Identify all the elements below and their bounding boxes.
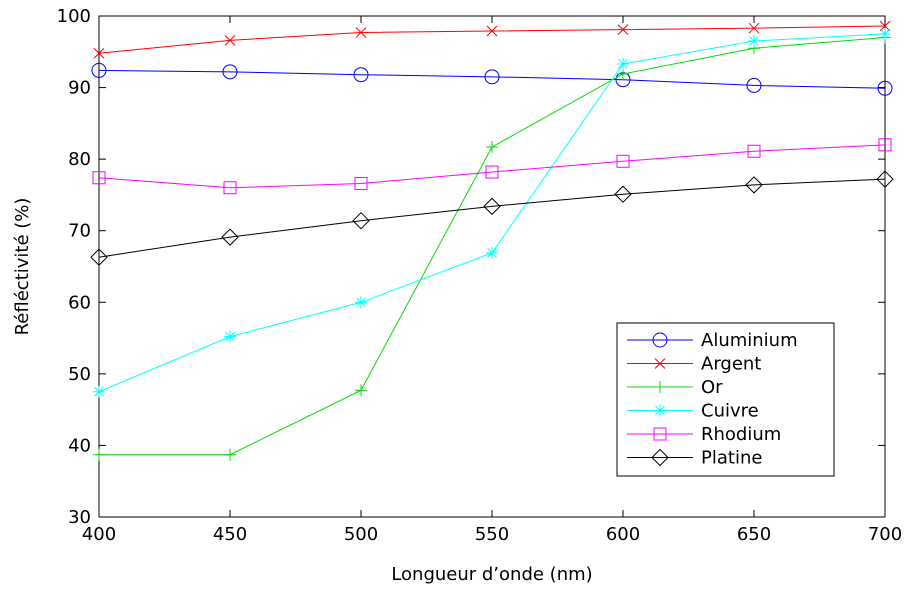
series-line-aluminium bbox=[98, 69, 886, 89]
legend-marker-argent bbox=[654, 358, 666, 369]
data-point-rhodium bbox=[747, 144, 761, 158]
data-point-aluminium bbox=[877, 80, 893, 96]
legend-marker-or bbox=[654, 381, 666, 393]
data-point-cuivre bbox=[224, 330, 236, 343]
legend-marker-rhodium bbox=[653, 427, 667, 441]
data-point-platine bbox=[352, 211, 370, 230]
legend-marker-cuivre bbox=[654, 404, 666, 417]
data-point-aluminium bbox=[746, 77, 762, 93]
data-point-cuivre bbox=[486, 246, 498, 259]
legend-marker-platine bbox=[651, 448, 669, 467]
data-point-aluminium bbox=[222, 64, 238, 80]
data-point-rhodium bbox=[354, 176, 368, 190]
series-platine bbox=[90, 170, 894, 266]
y-tick-label: 50 bbox=[68, 364, 91, 385]
data-point-argent bbox=[748, 22, 760, 34]
series-line-platine bbox=[98, 178, 886, 258]
y-tick-label: 40 bbox=[68, 435, 91, 456]
x-tick-label: 500 bbox=[344, 524, 378, 545]
series-layer bbox=[90, 20, 894, 461]
x-tick-label: 550 bbox=[475, 524, 509, 545]
data-point-or bbox=[617, 67, 629, 80]
data-point-cuivre bbox=[617, 57, 629, 70]
legend-label-platine: Platine bbox=[701, 448, 762, 469]
data-point-argent bbox=[486, 25, 498, 37]
legend-item-or: Or bbox=[627, 377, 723, 398]
data-point-or bbox=[355, 384, 367, 397]
data-point-or bbox=[486, 140, 498, 153]
data-point-cuivre bbox=[879, 27, 891, 40]
legend-item-aluminium: Aluminium bbox=[627, 330, 798, 351]
data-point-rhodium bbox=[616, 154, 630, 168]
legend-item-cuivre: Cuivre bbox=[627, 401, 759, 422]
series-argent bbox=[93, 20, 891, 59]
legend-label-or: Or bbox=[701, 377, 723, 398]
data-point-aluminium bbox=[353, 67, 369, 83]
legend-label-cuivre: Cuivre bbox=[701, 401, 759, 422]
data-point-platine bbox=[614, 185, 632, 203]
data-point-rhodium bbox=[223, 181, 237, 195]
data-point-aluminium bbox=[91, 62, 107, 78]
data-point-rhodium bbox=[92, 171, 106, 185]
x-tick-label: 450 bbox=[213, 524, 247, 545]
x-axis-label: Longueur d’onde (nm) bbox=[391, 564, 592, 585]
data-point-argent bbox=[355, 27, 367, 38]
series-or bbox=[93, 31, 891, 461]
series-rhodium bbox=[92, 138, 892, 195]
legend-item-platine: Platine bbox=[627, 448, 762, 469]
data-point-cuivre bbox=[748, 35, 760, 48]
data-point-argent bbox=[224, 34, 236, 46]
x-tick-label: 700 bbox=[868, 524, 902, 545]
y-tick-label: 100 bbox=[57, 6, 91, 27]
legend-label-rhodium: Rhodium bbox=[701, 424, 781, 445]
data-point-cuivre bbox=[355, 296, 367, 309]
y-tick-label: 80 bbox=[68, 149, 91, 170]
y-tick-label: 30 bbox=[68, 507, 91, 528]
data-point-aluminium bbox=[484, 69, 500, 85]
series-aluminium bbox=[91, 62, 893, 96]
x-tick-label: 400 bbox=[82, 524, 116, 545]
x-tick-label: 600 bbox=[606, 524, 640, 545]
y-tick-label: 70 bbox=[68, 221, 91, 242]
data-point-platine bbox=[745, 176, 763, 194]
data-point-platine bbox=[876, 170, 894, 188]
data-point-or bbox=[93, 448, 105, 461]
legend-marker-aluminium bbox=[652, 332, 668, 348]
series-cuivre bbox=[93, 27, 891, 398]
y-axis-label: Réfléctivité (%) bbox=[12, 198, 33, 336]
data-point-cuivre bbox=[93, 385, 105, 398]
series-line-rhodium bbox=[98, 144, 886, 189]
legend-box bbox=[616, 322, 835, 477]
data-point-rhodium bbox=[878, 138, 892, 152]
x-tick-label: 650 bbox=[737, 524, 771, 545]
legend-label-aluminium: Aluminium bbox=[701, 330, 798, 351]
data-point-platine bbox=[483, 197, 501, 216]
data-point-argent bbox=[617, 24, 629, 35]
legend-item-rhodium: Rhodium bbox=[627, 424, 781, 445]
data-point-or bbox=[224, 448, 236, 461]
data-point-platine bbox=[90, 248, 108, 266]
y-tick-label: 60 bbox=[68, 292, 91, 313]
data-point-platine bbox=[221, 228, 239, 246]
legend-item-argent: Argent bbox=[627, 354, 761, 375]
legend-label-argent: Argent bbox=[701, 354, 761, 375]
y-tick-label: 90 bbox=[68, 78, 91, 99]
data-point-rhodium bbox=[485, 165, 499, 179]
ticks-layer: 400 450 500 550 600 650 700 30 40 50 60 70 80 90 100 bbox=[57, 6, 903, 545]
data-point-argent bbox=[879, 20, 891, 32]
data-point-argent bbox=[93, 47, 105, 59]
